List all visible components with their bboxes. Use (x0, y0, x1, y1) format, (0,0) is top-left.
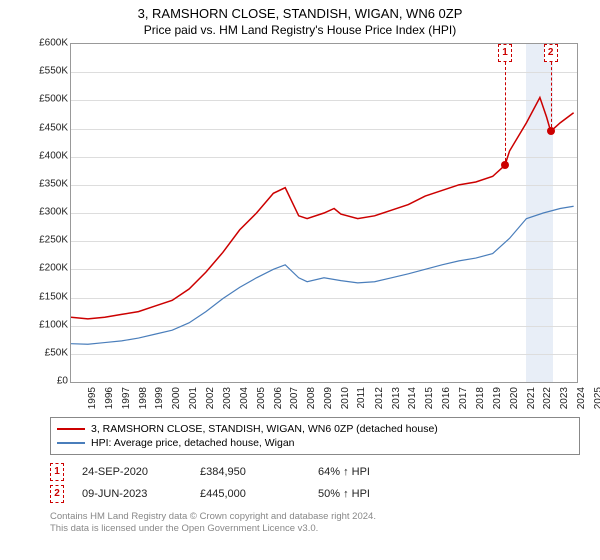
x-axis-label: 2021 (525, 387, 536, 409)
sales-table: 1 24-SEP-2020 £384,950 64% ↑ HPI 2 09-JUN-202… (50, 461, 580, 505)
y-axis-label: £150K (39, 291, 68, 302)
sale-date: 24-SEP-2020 (82, 466, 182, 478)
x-axis-label: 2001 (188, 387, 199, 409)
legend-swatch (57, 442, 85, 444)
chart-marker-dot (501, 161, 509, 169)
x-axis-label: 2013 (390, 387, 401, 409)
footnote-line: This data is licensed under the Open Gov… (50, 523, 580, 535)
footnote-line: Contains HM Land Registry data © Crown c… (50, 511, 580, 523)
y-axis-label: £400K (39, 150, 68, 161)
x-axis-label: 2011 (356, 387, 367, 409)
sale-hpi-delta: 50% ↑ HPI (318, 488, 418, 500)
x-axis-label: 2000 (171, 387, 182, 409)
x-axis-label: 2025 (593, 387, 600, 409)
x-axis-label: 2006 (272, 387, 283, 409)
x-axis-label: 2014 (407, 387, 418, 409)
y-axis-label: £300K (39, 207, 68, 218)
x-axis-label: 2017 (458, 387, 469, 409)
chart-marker-label: 1 (498, 44, 512, 62)
x-axis-label: 2009 (323, 387, 334, 409)
x-axis-label: 2022 (542, 387, 553, 409)
x-axis-label: 2024 (576, 387, 587, 409)
y-axis-label: £250K (39, 235, 68, 246)
chart-series-line (71, 206, 574, 344)
x-axis-label: 2010 (340, 387, 351, 409)
x-axis-label: 2015 (424, 387, 435, 409)
legend-label: HPI: Average price, detached house, Wiga… (91, 437, 295, 449)
x-axis-label: 2018 (475, 387, 486, 409)
x-axis-label: 1999 (154, 387, 165, 409)
sale-marker: 2 (50, 485, 64, 503)
x-axis-label: 2002 (205, 387, 216, 409)
sale-marker: 1 (50, 463, 64, 481)
sale-date: 09-JUN-2023 (82, 488, 182, 500)
x-axis-label: 2012 (373, 387, 384, 409)
x-axis-label: 2003 (222, 387, 233, 409)
page-title: 3, RAMSHORN CLOSE, STANDISH, WIGAN, WN6 … (0, 6, 600, 21)
y-axis-label: £350K (39, 178, 68, 189)
sale-price: £445,000 (200, 488, 300, 500)
x-axis-label: 1998 (137, 387, 148, 409)
x-axis-label: 2020 (508, 387, 519, 409)
y-axis-label: £500K (39, 94, 68, 105)
x-axis-label: 1996 (104, 387, 115, 409)
x-axis-label: 2019 (492, 387, 503, 409)
y-axis-label: £600K (39, 38, 68, 49)
x-axis-label: 2008 (306, 387, 317, 409)
x-axis-label: 2007 (289, 387, 300, 409)
sale-row: 2 09-JUN-2023 £445,000 50% ↑ HPI (50, 483, 580, 505)
y-axis-label: £450K (39, 122, 68, 133)
legend-item: 3, RAMSHORN CLOSE, STANDISH, WIGAN, WN6 … (57, 422, 573, 436)
chart-legend: 3, RAMSHORN CLOSE, STANDISH, WIGAN, WN6 … (50, 417, 580, 455)
x-axis-label: 2016 (441, 387, 452, 409)
y-axis-label: £200K (39, 263, 68, 274)
x-axis-label: 2004 (239, 387, 250, 409)
chart-series-line (71, 98, 574, 319)
legend-swatch (57, 428, 85, 430)
chart-marker-dot (547, 127, 555, 135)
sale-row: 1 24-SEP-2020 £384,950 64% ↑ HPI (50, 461, 580, 483)
price-chart: 1 2 £0 £50K £100K £150K £200K £250K £300K £350K £… (20, 43, 580, 413)
legend-item: HPI: Average price, detached house, Wiga… (57, 436, 573, 450)
page-subtitle: Price paid vs. HM Land Registry's House … (0, 23, 600, 37)
x-axis-label: 1995 (87, 387, 98, 409)
x-axis-label: 2023 (559, 387, 570, 409)
y-axis-label: £550K (39, 66, 68, 77)
y-axis-label: £100K (39, 319, 68, 330)
legend-label: 3, RAMSHORN CLOSE, STANDISH, WIGAN, WN6 … (91, 423, 438, 435)
chart-marker-label: 2 (544, 44, 558, 62)
x-axis-label: 2005 (255, 387, 266, 409)
footnote: Contains HM Land Registry data © Crown c… (50, 511, 580, 536)
sale-price: £384,950 (200, 466, 300, 478)
y-axis-label: £0 (57, 376, 68, 387)
sale-hpi-delta: 64% ↑ HPI (318, 466, 418, 478)
y-axis-label: £50K (45, 347, 68, 358)
x-axis-label: 1997 (120, 387, 131, 409)
